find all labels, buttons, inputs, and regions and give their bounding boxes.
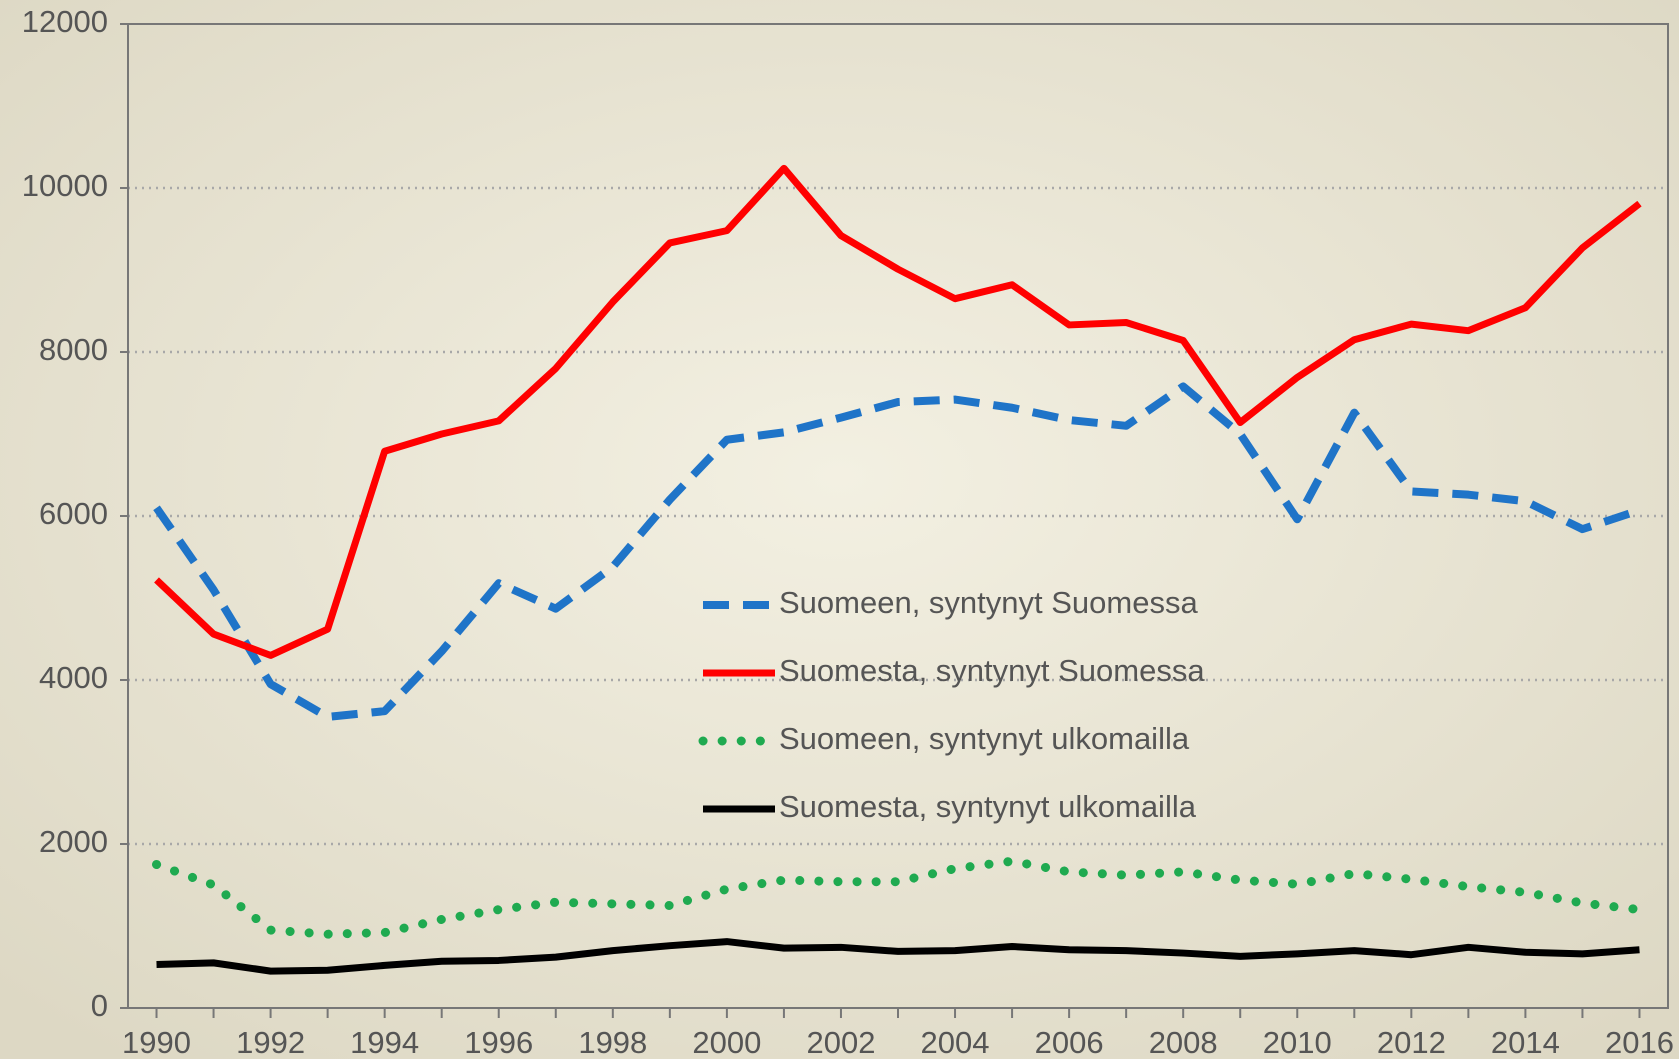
x-tick-label: 1994 <box>350 1025 419 1059</box>
legend-label: Suomeen, syntynyt ulkomailla <box>779 721 1190 756</box>
series-line <box>154 164 1642 659</box>
x-tick-label: 1996 <box>464 1025 533 1059</box>
x-tick-label: 2012 <box>1377 1025 1446 1059</box>
series-line <box>152 856 1644 939</box>
x-tick-label: 2006 <box>1035 1025 1104 1059</box>
x-tick-label: 2004 <box>921 1025 990 1059</box>
series-line <box>153 382 1641 721</box>
y-tick-label: 8000 <box>39 332 108 367</box>
y-tick-label: 12000 <box>22 4 108 39</box>
x-tick-label: 1992 <box>236 1025 305 1059</box>
y-tick-label: 10000 <box>22 168 108 203</box>
x-tick-label: 2002 <box>806 1025 875 1059</box>
x-tick-label: 2016 <box>1605 1025 1674 1059</box>
x-tick-label: 2008 <box>1149 1025 1218 1059</box>
x-tick-label: 2000 <box>692 1025 761 1059</box>
legend-label: Suomesta, syntynyt ulkomailla <box>779 789 1197 824</box>
y-tick-label: 2000 <box>39 824 108 859</box>
series-line <box>156 938 1640 975</box>
y-tick-label: 4000 <box>39 660 108 695</box>
x-tick-label: 2014 <box>1491 1025 1560 1059</box>
legend-label: Suomeen, syntynyt Suomessa <box>779 585 1198 620</box>
x-tick-label: 1990 <box>122 1025 191 1059</box>
x-tick-label: 2010 <box>1263 1025 1332 1059</box>
legend-label: Suomesta, syntynyt Suomessa <box>779 653 1205 688</box>
y-tick-label: 0 <box>91 988 108 1023</box>
x-tick-label: 1998 <box>578 1025 647 1059</box>
y-tick-label: 6000 <box>39 496 108 531</box>
